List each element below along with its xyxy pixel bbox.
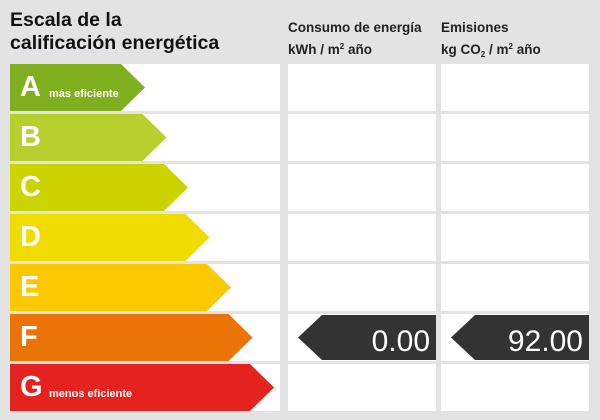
rating-row-e: E bbox=[0, 264, 600, 311]
rating-sublabel: menos eficiente bbox=[49, 388, 133, 400]
emisiones-cell bbox=[441, 364, 589, 411]
rating-bar-track: F bbox=[10, 314, 280, 361]
emisiones-header-unit: kg CO2 / m2 año bbox=[441, 42, 541, 59]
rating-letter: E bbox=[20, 271, 40, 303]
emisiones-indicator-arrow: 92.00 bbox=[451, 315, 589, 360]
rating-letter: F bbox=[20, 321, 38, 353]
emisiones-cell bbox=[441, 214, 589, 261]
rating-row-d: D bbox=[0, 214, 600, 261]
consumo-cell bbox=[288, 164, 436, 211]
consumo-header-label: Consumo de energía bbox=[288, 20, 422, 35]
rating-bar-track: B bbox=[10, 114, 280, 161]
consumo-column-header: Consumo de energía kWh / m2 año bbox=[288, 18, 422, 59]
emisiones-cell bbox=[441, 114, 589, 161]
rating-row-f: F 0.00 92.00 bbox=[0, 314, 600, 361]
emisiones-cell bbox=[441, 264, 589, 311]
rating-bar-track: E bbox=[10, 264, 280, 311]
rating-letter: D bbox=[20, 221, 41, 253]
rating-letter: B bbox=[20, 121, 41, 153]
rating-row-b: B bbox=[0, 114, 600, 161]
rating-arrow-b: B bbox=[10, 114, 167, 161]
emisiones-header-label: Emisiones bbox=[441, 20, 509, 35]
emisiones-value: 92.00 bbox=[507, 325, 583, 358]
rating-arrow-d: D bbox=[10, 214, 210, 261]
consumo-cell bbox=[288, 114, 436, 161]
rating-letter: C bbox=[20, 171, 41, 203]
rating-letter: A bbox=[20, 71, 41, 103]
emisiones-cell bbox=[441, 164, 589, 211]
rating-row-c: C bbox=[0, 164, 600, 211]
rating-arrow-c: C bbox=[10, 164, 188, 211]
title-line-1: Escala de la bbox=[10, 9, 122, 31]
page-title: Escala de la calificación energética bbox=[10, 9, 219, 55]
consumo-header-unit: kWh / m2 año bbox=[288, 42, 372, 57]
consumo-cell bbox=[288, 214, 436, 261]
rating-letter: G bbox=[20, 371, 43, 403]
rating-sublabel: más eficiente bbox=[49, 88, 119, 100]
consumo-cell bbox=[288, 364, 436, 411]
consumo-value: 0.00 bbox=[371, 325, 430, 358]
consumo-indicator-arrow: 0.00 bbox=[298, 315, 436, 360]
emisiones-cell bbox=[441, 64, 589, 111]
consumo-cell bbox=[288, 264, 436, 311]
rating-arrow-f: F bbox=[10, 314, 253, 361]
title-line-2: calificación energética bbox=[10, 32, 220, 54]
emisiones-column-header: Emisiones kg CO2 / m2 año bbox=[441, 18, 541, 64]
rating-bar-track: C bbox=[10, 164, 280, 211]
rating-bar-track: D bbox=[10, 214, 280, 261]
consumo-cell bbox=[288, 64, 436, 111]
rating-arrow-e: E bbox=[10, 264, 231, 311]
